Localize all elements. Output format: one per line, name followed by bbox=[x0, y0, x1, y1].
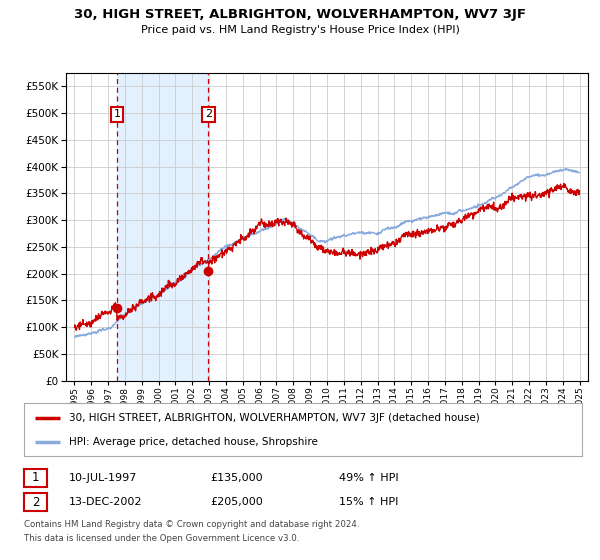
Bar bbox=[117, 73, 208, 381]
Text: £135,000: £135,000 bbox=[210, 473, 263, 483]
Text: 10-JUL-1997: 10-JUL-1997 bbox=[69, 473, 137, 483]
Text: 2: 2 bbox=[205, 109, 212, 119]
Text: HPI: Average price, detached house, Shropshire: HPI: Average price, detached house, Shro… bbox=[68, 437, 317, 447]
Text: Contains HM Land Registry data © Crown copyright and database right 2024.: Contains HM Land Registry data © Crown c… bbox=[24, 520, 359, 529]
Text: £205,000: £205,000 bbox=[210, 497, 263, 507]
Text: Price paid vs. HM Land Registry's House Price Index (HPI): Price paid vs. HM Land Registry's House … bbox=[140, 25, 460, 35]
Text: This data is licensed under the Open Government Licence v3.0.: This data is licensed under the Open Gov… bbox=[24, 534, 299, 543]
Text: 30, HIGH STREET, ALBRIGHTON, WOLVERHAMPTON, WV7 3JF: 30, HIGH STREET, ALBRIGHTON, WOLVERHAMPT… bbox=[74, 8, 526, 21]
Text: 2: 2 bbox=[32, 496, 39, 509]
Text: 30, HIGH STREET, ALBRIGHTON, WOLVERHAMPTON, WV7 3JF (detached house): 30, HIGH STREET, ALBRIGHTON, WOLVERHAMPT… bbox=[68, 413, 479, 423]
Text: 49% ↑ HPI: 49% ↑ HPI bbox=[339, 473, 398, 483]
Text: 1: 1 bbox=[113, 109, 121, 119]
Text: 15% ↑ HPI: 15% ↑ HPI bbox=[339, 497, 398, 507]
Text: 13-DEC-2002: 13-DEC-2002 bbox=[69, 497, 143, 507]
Text: 1: 1 bbox=[32, 471, 39, 484]
